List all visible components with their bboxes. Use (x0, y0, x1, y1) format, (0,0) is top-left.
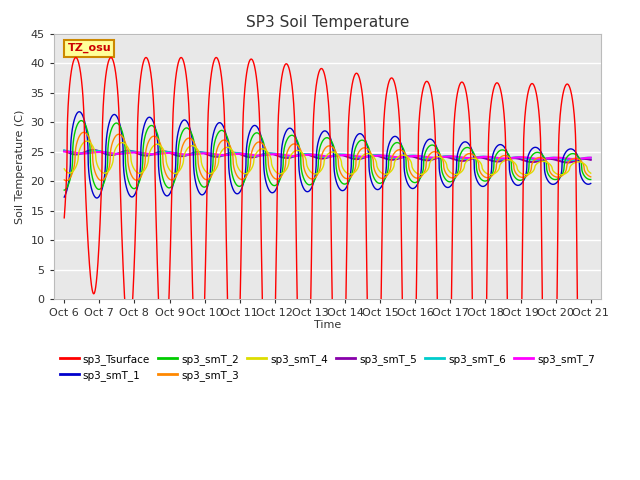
sp3_smT_1 (577, 173, 584, 179)
sp3_smT_4 (262, 148, 270, 154)
sp3_smT_7 (520, 155, 527, 160)
sp3_smT_5 (587, 157, 595, 163)
sp3_smT_7 (587, 155, 595, 160)
sp3_Tsurface (520, 132, 527, 137)
sp3_smT_7 (262, 152, 270, 158)
sp3_smT_3 (60, 177, 68, 183)
sp3_smT_5 (577, 156, 584, 162)
sp3_smT_2 (77, 118, 85, 123)
sp3_smT_7 (120, 151, 128, 156)
Text: TZ_osu: TZ_osu (67, 43, 111, 53)
sp3_smT_6 (60, 148, 68, 154)
sp3_smT_6 (285, 154, 292, 159)
sp3_smT_5 (285, 155, 293, 161)
sp3_smT_2 (152, 127, 159, 132)
sp3_smT_2 (587, 177, 595, 182)
sp3_smT_6 (120, 150, 128, 156)
sp3_smT_5 (262, 151, 270, 156)
sp3_Tsurface (152, 201, 159, 207)
sp3_smT_7 (577, 156, 584, 161)
sp3_smT_1 (76, 109, 83, 115)
sp3_smT_4 (83, 138, 91, 144)
sp3_smT_5 (520, 157, 527, 163)
sp3_smT_4 (285, 157, 293, 163)
sp3_smT_3 (80, 130, 88, 135)
sp3_smT_4 (152, 142, 159, 147)
sp3_smT_7 (61, 149, 68, 155)
sp3_smT_2 (520, 176, 527, 181)
sp3_smT_2 (285, 134, 293, 140)
sp3_smT_4 (520, 171, 527, 177)
sp3_smT_2 (577, 157, 584, 163)
Line: sp3_smT_2: sp3_smT_2 (64, 120, 591, 190)
Legend: sp3_Tsurface, sp3_smT_1, sp3_smT_2, sp3_smT_3, sp3_smT_4, sp3_smT_5, sp3_smT_6, : sp3_Tsurface, sp3_smT_1, sp3_smT_2, sp3_… (56, 349, 599, 385)
sp3_smT_3 (262, 148, 270, 154)
Y-axis label: Soil Temperature (C): Soil Temperature (C) (15, 109, 25, 224)
sp3_Tsurface (60, 215, 68, 221)
sp3_smT_1 (262, 181, 270, 187)
sp3_smT_4 (587, 170, 595, 176)
sp3_Tsurface (285, 66, 293, 72)
sp3_smT_1 (121, 175, 129, 181)
sp3_smT_1 (285, 125, 293, 131)
sp3_smT_6 (577, 156, 584, 162)
sp3_smT_3 (152, 134, 160, 140)
sp3_smT_6 (152, 151, 159, 156)
Title: SP3 Soil Temperature: SP3 Soil Temperature (246, 15, 409, 30)
sp3_smT_3 (285, 145, 293, 151)
sp3_smT_6 (520, 155, 527, 161)
X-axis label: Time: Time (314, 320, 341, 330)
sp3_smT_2 (262, 166, 270, 172)
sp3_smT_1 (587, 180, 595, 186)
sp3_smT_7 (570, 156, 578, 162)
sp3_Tsurface (587, 412, 595, 418)
sp3_Tsurface (262, 462, 270, 468)
sp3_smT_3 (587, 174, 595, 180)
sp3_smT_3 (520, 174, 528, 180)
sp3_smT_6 (262, 151, 270, 157)
sp3_smT_5 (89, 147, 97, 153)
Line: sp3_Tsurface: sp3_Tsurface (64, 58, 591, 480)
sp3_smT_2 (60, 187, 68, 193)
sp3_smT_4 (577, 159, 584, 165)
Line: sp3_smT_3: sp3_smT_3 (64, 132, 591, 180)
Line: sp3_smT_1: sp3_smT_1 (64, 112, 591, 198)
sp3_smT_5 (563, 159, 571, 165)
sp3_Tsurface (72, 55, 79, 60)
sp3_smT_1 (152, 128, 160, 133)
sp3_smT_5 (152, 150, 159, 156)
sp3_smT_5 (120, 148, 128, 154)
sp3_smT_3 (63, 178, 70, 183)
sp3_smT_4 (60, 166, 68, 172)
sp3_smT_5 (60, 148, 68, 154)
sp3_smT_3 (577, 158, 584, 164)
Line: sp3_smT_5: sp3_smT_5 (64, 150, 591, 162)
sp3_smT_6 (567, 157, 575, 163)
sp3_Tsurface (120, 292, 128, 298)
sp3_smT_7 (285, 153, 293, 158)
Line: sp3_smT_4: sp3_smT_4 (64, 141, 591, 175)
Line: sp3_smT_7: sp3_smT_7 (64, 152, 591, 159)
sp3_smT_7 (60, 149, 68, 155)
sp3_smT_1 (93, 195, 100, 201)
sp3_smT_4 (557, 172, 564, 178)
sp3_smT_4 (120, 141, 128, 146)
sp3_smT_3 (121, 138, 129, 144)
sp3_smT_2 (120, 139, 128, 145)
Line: sp3_smT_6: sp3_smT_6 (64, 151, 591, 160)
sp3_smT_7 (152, 151, 159, 157)
sp3_smT_6 (587, 155, 595, 161)
sp3_smT_1 (520, 177, 528, 183)
sp3_smT_1 (60, 194, 68, 200)
